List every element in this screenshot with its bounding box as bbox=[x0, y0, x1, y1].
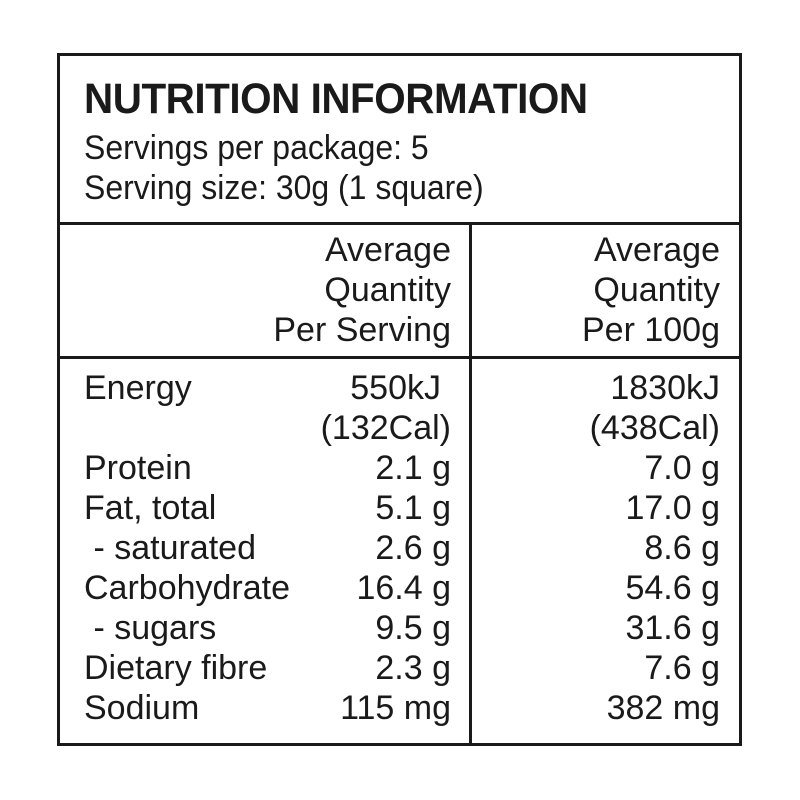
per-100g-value: 8.6 g bbox=[644, 529, 720, 567]
column-header-line: Quantity bbox=[324, 271, 451, 309]
energy-cal: (438Cal) bbox=[589, 409, 720, 447]
column-header-line: Per 100g bbox=[582, 311, 720, 349]
column-header-line: Average bbox=[593, 231, 720, 269]
per-100g-value: 54.6 g bbox=[625, 569, 720, 607]
energy-kj: 550kJ bbox=[350, 369, 441, 407]
per-100g-value: 7.0 g bbox=[644, 449, 720, 487]
serving-size: Serving size: 30g (1 square) bbox=[84, 169, 484, 207]
nutrient-label: Carbohydrate bbox=[84, 569, 291, 607]
nutrient-label: Energy bbox=[84, 369, 192, 407]
nutrient-row-sugars: - sugars 9.5 g 31.6 g bbox=[60, 608, 739, 648]
per-serving-value: 2.3 g bbox=[375, 649, 451, 687]
per-100g-value: 1830kJ (438Cal) bbox=[590, 368, 720, 448]
panel-title: NUTRITION INFORMATION bbox=[84, 75, 588, 123]
per-100g-value: 382 mg bbox=[606, 689, 720, 727]
nutrition-panel: NUTRITION INFORMATION Servings per packa… bbox=[57, 53, 742, 746]
nutrient-row-carbohydrate: Carbohydrate 16.4 g 54.6 g bbox=[60, 568, 739, 608]
per-100g-value: 17.0 g bbox=[625, 489, 720, 527]
energy-kj: 1830kJ bbox=[610, 369, 720, 407]
column-header-per-100g: Average Quantity Per 100g bbox=[582, 230, 720, 350]
per-serving-value: 16.4 g bbox=[356, 569, 451, 607]
nutrient-row-saturated: - saturated 2.6 g 8.6 g bbox=[60, 528, 739, 568]
column-divider bbox=[469, 225, 472, 743]
nutrient-label: Sodium bbox=[84, 689, 200, 727]
nutrient-row-fat-total: Fat, total 5.1 g 17.0 g bbox=[60, 488, 739, 528]
per-100g-value: 31.6 g bbox=[625, 609, 720, 647]
nutrient-row-sodium: Sodium 115 mg 382 mg bbox=[60, 688, 739, 728]
column-header-per-serving: Average Quantity Per Serving bbox=[273, 230, 451, 350]
panel-header: NUTRITION INFORMATION Servings per packa… bbox=[60, 56, 739, 225]
per-100g-value: 7.6 g bbox=[644, 649, 720, 687]
nutrient-label: Dietary fibre bbox=[84, 649, 268, 687]
nutrient-row-protein: Protein 2.1 g 7.0 g bbox=[60, 448, 739, 488]
column-header-separator bbox=[60, 356, 739, 359]
per-serving-value: 2.1 g bbox=[375, 449, 451, 487]
per-serving-value: 5.1 g bbox=[375, 489, 451, 527]
column-header-line: Average bbox=[324, 231, 451, 269]
nutrient-label: - saturated bbox=[84, 529, 256, 567]
nutrient-label: - sugars bbox=[84, 609, 217, 647]
column-header-line: Per Serving bbox=[273, 311, 451, 349]
column-header-line: Quantity bbox=[593, 271, 720, 309]
nutrient-row-dietary-fibre: Dietary fibre 2.3 g 7.6 g bbox=[60, 648, 739, 688]
nutrient-label: Fat, total bbox=[84, 489, 217, 527]
per-serving-value: 9.5 g bbox=[375, 609, 451, 647]
nutrient-table: Energy 550kJ (132Cal) 1830kJ (438Cal) Pr… bbox=[60, 368, 739, 728]
nutrient-row-energy: Energy 550kJ (132Cal) 1830kJ (438Cal) bbox=[60, 368, 739, 448]
servings-per-package: Servings per package: 5 bbox=[84, 129, 429, 167]
nutrient-label: Protein bbox=[84, 449, 192, 487]
per-serving-value: 115 mg bbox=[340, 689, 451, 727]
per-serving-value: 550kJ (132Cal) bbox=[321, 368, 451, 448]
energy-cal: (132Cal) bbox=[320, 409, 451, 447]
per-serving-value: 2.6 g bbox=[375, 529, 451, 567]
